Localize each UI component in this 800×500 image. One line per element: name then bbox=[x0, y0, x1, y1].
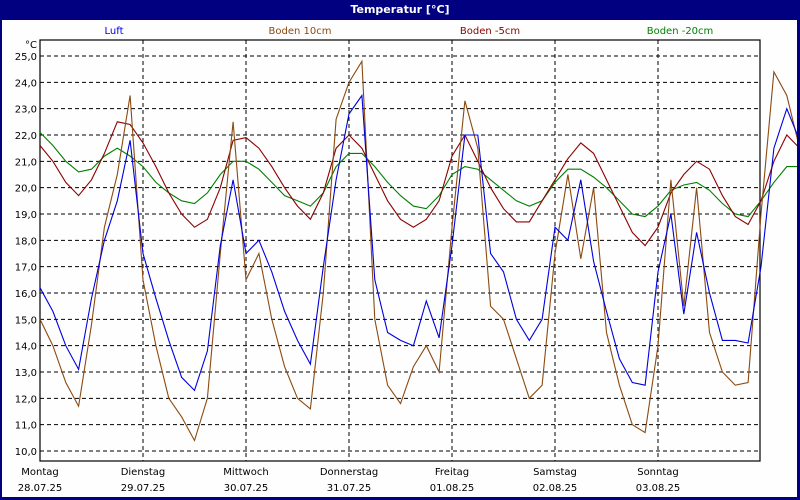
y-tick-label: 19,0 bbox=[15, 210, 37, 221]
x-tick-day: Freitag bbox=[435, 467, 469, 478]
x-tick-date: 01.08.25 bbox=[430, 483, 475, 494]
y-axis-unit: °C bbox=[25, 40, 37, 51]
plot-frame bbox=[39, 39, 761, 462]
y-tick-label: 10,0 bbox=[15, 447, 37, 458]
y-tick-label: 11,0 bbox=[15, 421, 37, 432]
y-tick-label: 14,0 bbox=[15, 342, 37, 353]
x-tick-day: Montag bbox=[21, 467, 58, 478]
legend-item-boden-20cm: Boden -20cm bbox=[646, 26, 714, 37]
chart-panel: Luft Boden 10cm Boden -5cm Boden -20cm 10,0… bbox=[2, 20, 797, 497]
series-boden-5cm bbox=[39, 121, 797, 247]
legend-item-boden-10cm: Boden 10cm bbox=[268, 26, 332, 37]
x-tick-date: 29.07.25 bbox=[121, 483, 166, 494]
y-tick-label: 16,0 bbox=[15, 289, 37, 300]
x-tick-day: Sonntag bbox=[637, 467, 679, 478]
line-chart: 10,0 11,0 12,0 13,0 14,0 15,0 16,0 17,0 18,0 19,0… bbox=[15, 39, 797, 494]
y-tick-label: 17,0 bbox=[15, 263, 37, 274]
window-title: Temperatur [°C] bbox=[350, 3, 450, 16]
x-tick-day: Donnerstag bbox=[320, 467, 378, 478]
y-tick-label: 23,0 bbox=[15, 105, 37, 116]
x-tick-day: Samstag bbox=[533, 467, 577, 478]
y-tick-label: 15,0 bbox=[15, 315, 37, 326]
y-tick-label: 24,0 bbox=[15, 78, 37, 89]
y-tick-label: 13,0 bbox=[15, 368, 37, 379]
y-tick-label: 21,0 bbox=[15, 157, 37, 168]
x-tick-day: Mittwoch bbox=[223, 467, 268, 478]
x-tick-date: 30.07.25 bbox=[224, 483, 269, 494]
y-tick-label: 18,0 bbox=[15, 236, 37, 247]
y-tick-label: 25,0 bbox=[15, 52, 37, 63]
y-tick-label: 22,0 bbox=[15, 131, 37, 142]
y-tick-label: 12,0 bbox=[15, 394, 37, 405]
x-tick-date: 02.08.25 bbox=[533, 483, 578, 494]
legend-item-boden-5cm: Boden -5cm bbox=[459, 26, 521, 37]
x-tick-date: 03.08.25 bbox=[636, 483, 681, 494]
series-boden-20cm bbox=[39, 132, 797, 218]
series-luft bbox=[39, 93, 797, 392]
x-tick-date: 28.07.25 bbox=[18, 483, 63, 494]
x-tick-day: Dienstag bbox=[121, 467, 166, 478]
x-tick-date: 31.07.25 bbox=[327, 483, 372, 494]
legend-item-luft: Luft bbox=[104, 26, 124, 37]
series-boden-10cm bbox=[39, 59, 797, 442]
y-tick-label: 20,0 bbox=[15, 184, 37, 195]
